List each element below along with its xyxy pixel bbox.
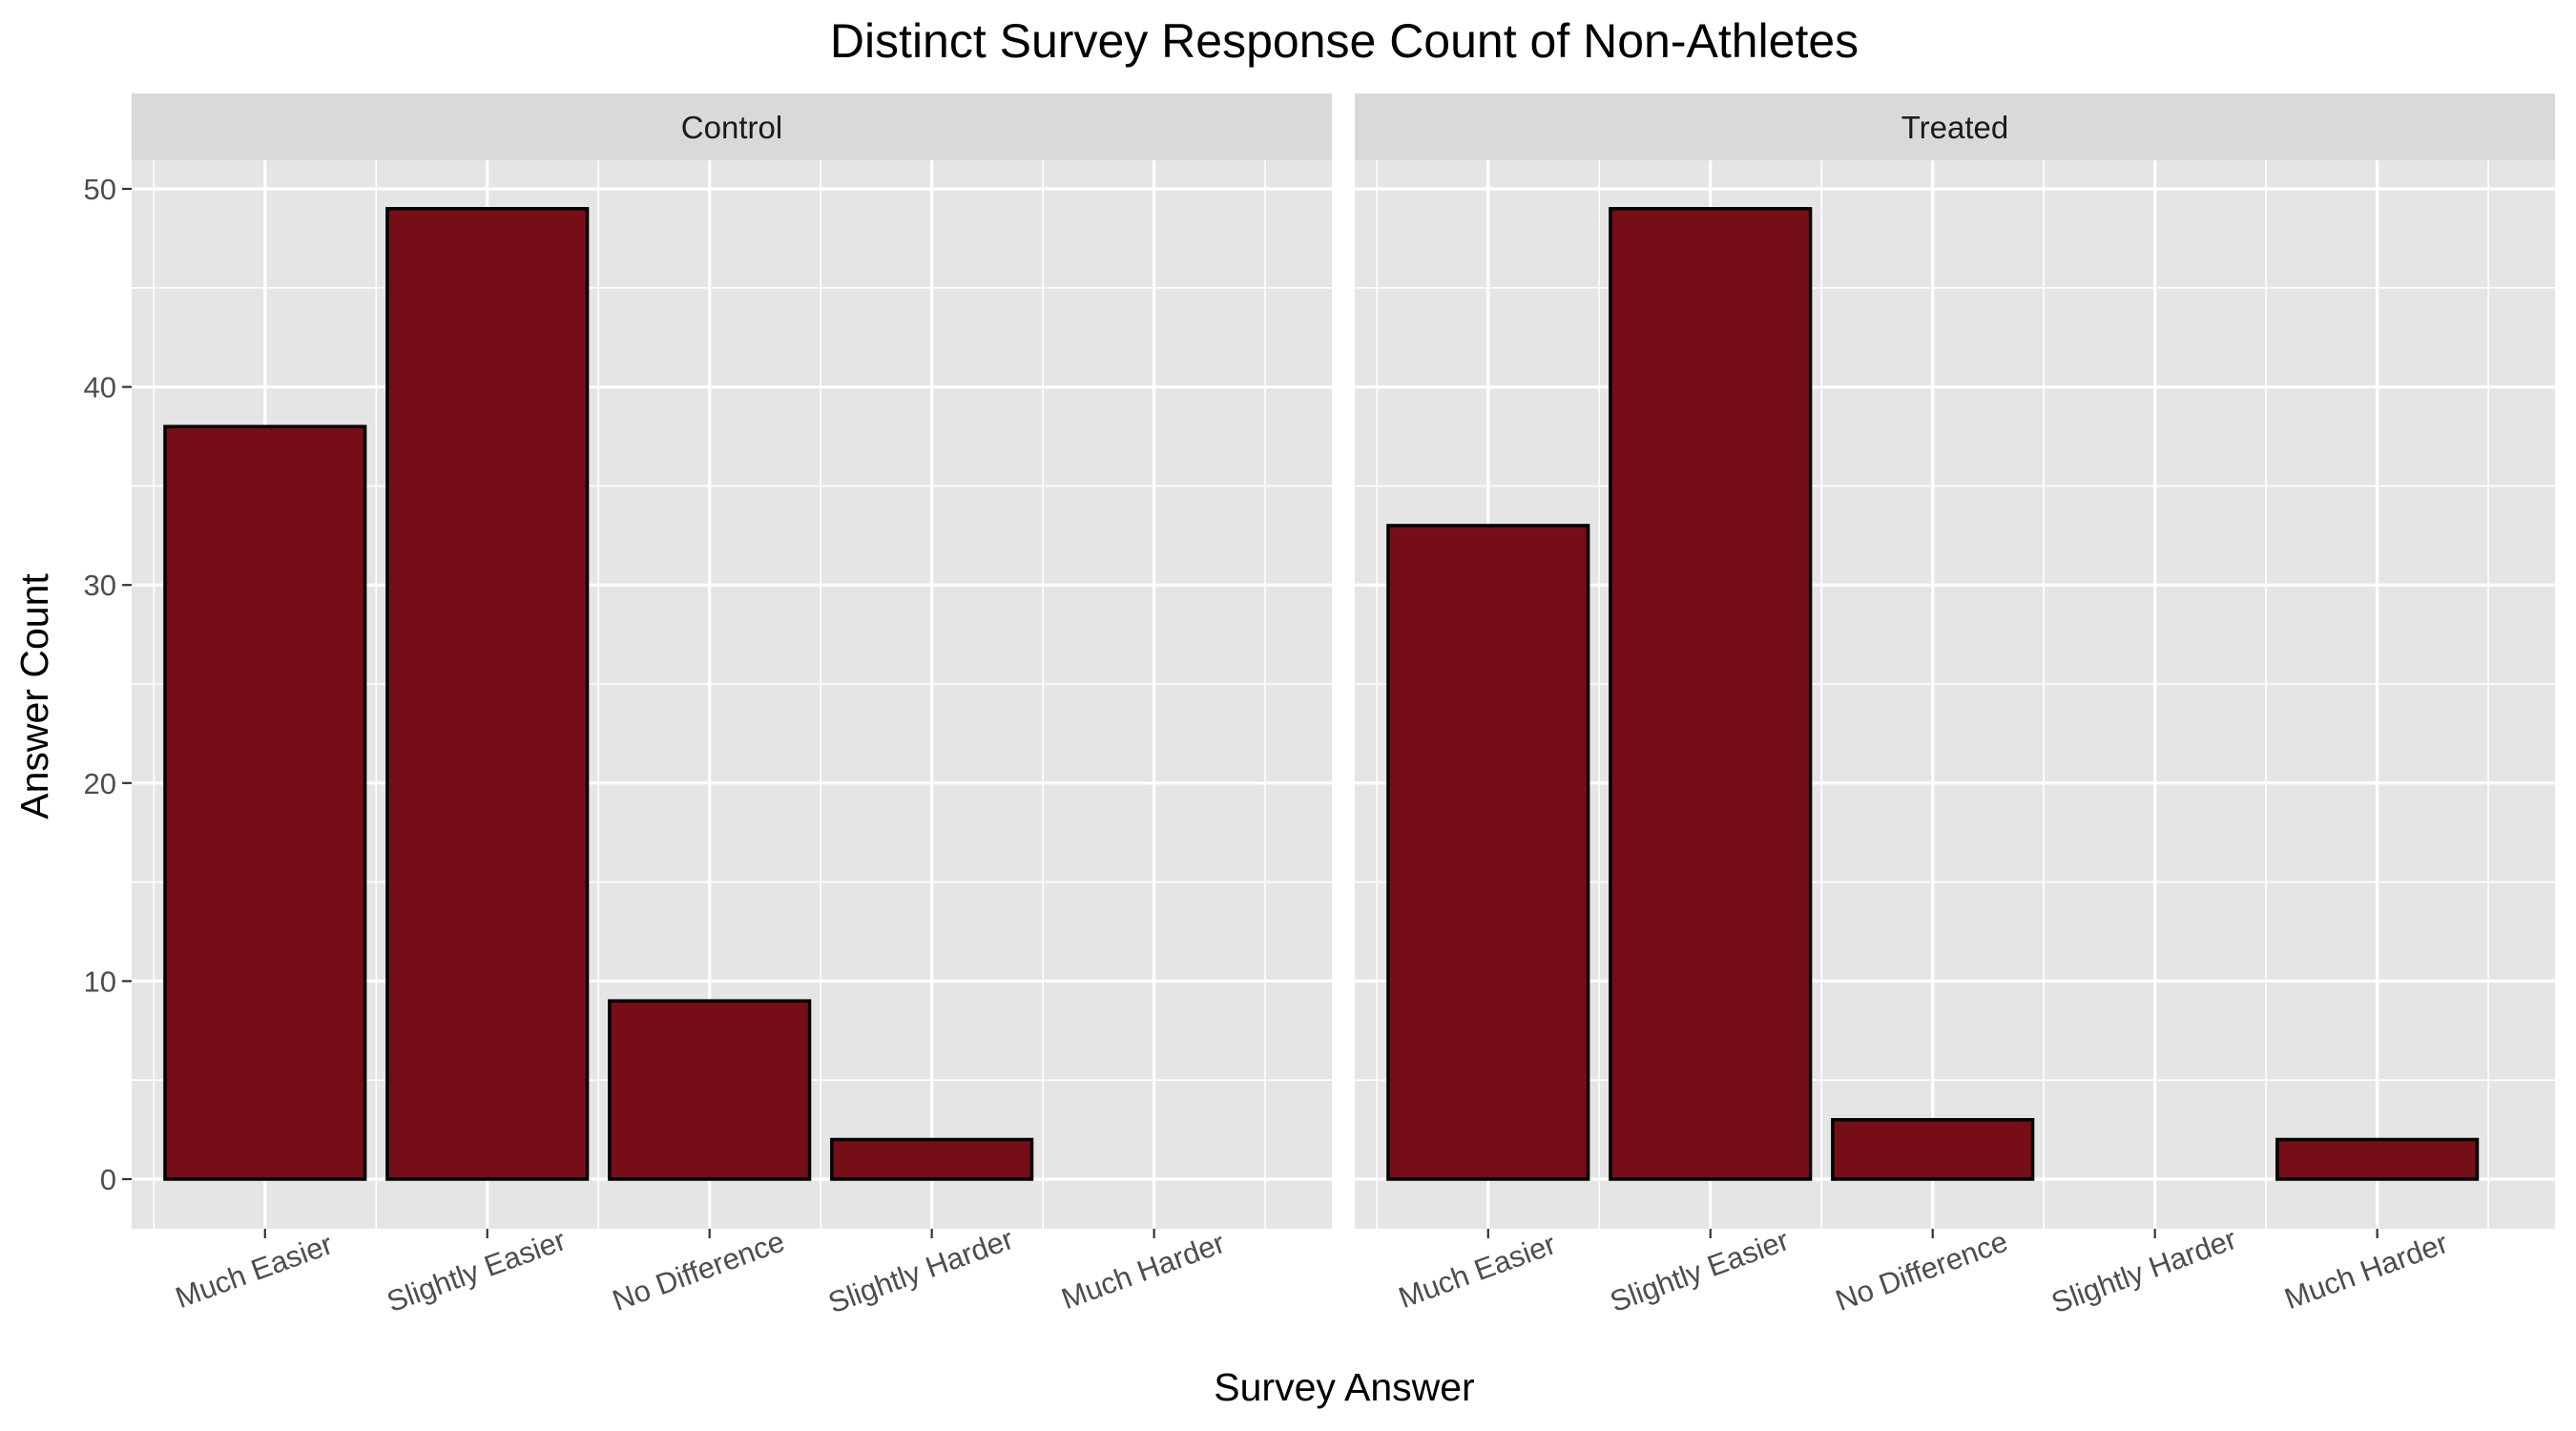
y-tick-label: 40 <box>84 371 116 404</box>
x-tick-label: Slightly Harder <box>2047 1222 2241 1319</box>
x-tick-label: Much Easier <box>171 1227 337 1315</box>
y-tick-label: 50 <box>84 173 116 206</box>
x-tick-label: Much Harder <box>1057 1226 1229 1316</box>
bar-control-no-difference <box>608 999 812 1181</box>
x-axis-title: Survey Answer <box>1214 1365 1474 1409</box>
facet-strip <box>1355 93 2555 160</box>
x-tick-label: Much Easier <box>1394 1227 1560 1315</box>
facet-strip-label: Treated <box>1901 110 2009 145</box>
y-axis-title: Answer Count <box>12 573 56 819</box>
chart-title: Distinct Survey Response Count of Non-At… <box>830 14 1859 68</box>
x-tick-label: No Difference <box>608 1224 789 1317</box>
facet-panel-treated: Treated Much Easier Slightly Easier No Diff… <box>1355 93 2555 1319</box>
bar-treated-no-difference <box>1831 1117 2035 1181</box>
bar-control-slightly-easier <box>385 207 590 1181</box>
x-tick-label: Slightly Easier <box>383 1223 571 1318</box>
bar-treated-slightly-easier <box>1609 207 1813 1181</box>
x-tick-label: Slightly Easier <box>1606 1223 1794 1318</box>
bar-control-much-easier <box>163 425 367 1181</box>
y-tick-label: 0 <box>100 1163 116 1196</box>
facet-strip <box>132 93 1332 160</box>
facet-panel-control: Control Much Easier Slightly Easier No Diff… <box>132 93 1332 1319</box>
y-axis: 0 10 20 30 40 50 <box>84 173 132 1196</box>
x-tick-label: Much Harder <box>2280 1226 2452 1316</box>
bar-control-slightly-harder <box>830 1137 1034 1181</box>
x-tick-label: Slightly Harder <box>824 1222 1018 1319</box>
bar-treated-much-easier <box>1386 524 1590 1181</box>
y-tick-label: 20 <box>84 767 116 800</box>
facet-strip-label: Control <box>681 110 782 145</box>
x-tick-label: No Difference <box>1831 1224 2012 1317</box>
facet-panels: Control Much Easier Slightly Easier No Diff… <box>84 93 2555 1319</box>
bar-treated-much-harder <box>2275 1137 2480 1181</box>
y-tick-label: 30 <box>84 569 116 602</box>
y-tick-label: 10 <box>84 964 116 998</box>
